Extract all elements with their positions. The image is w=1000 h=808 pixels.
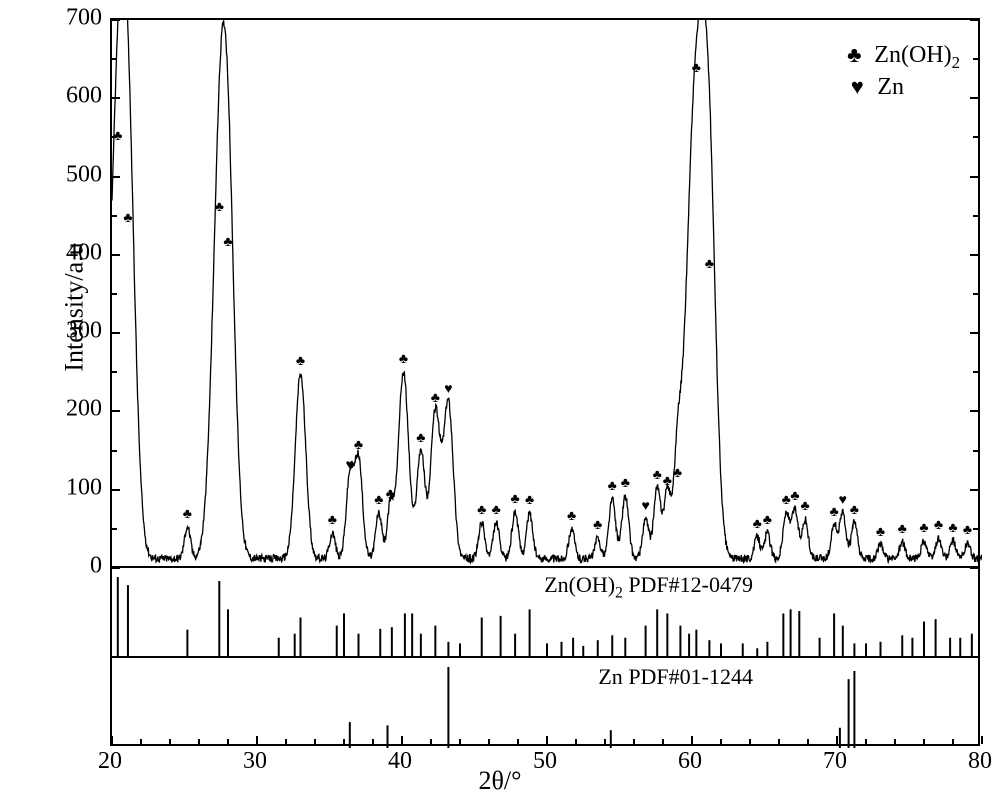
- legend-entry-zn: ♥ Zn: [843, 74, 904, 101]
- club-icon: ♣: [183, 507, 192, 523]
- club-icon: ♣: [123, 211, 132, 227]
- y-tick-label: 100: [66, 474, 102, 501]
- club-icon: ♣: [850, 503, 859, 519]
- club-icon: ♣: [223, 235, 232, 251]
- club-icon: ♣: [801, 499, 810, 515]
- club-icon: ♣: [673, 466, 682, 482]
- club-icon: ♣: [919, 521, 928, 537]
- club-icon: ♣: [663, 474, 672, 490]
- ref-label-zn: Zn PDF#01-1244: [598, 664, 753, 690]
- club-icon: ♣: [840, 42, 868, 68]
- club-icon: ♣: [374, 493, 383, 509]
- club-icon: ♣: [431, 391, 440, 407]
- y-tick-label: 0: [90, 553, 102, 580]
- club-icon: ♣: [354, 438, 363, 454]
- y-tick-label: 600: [66, 83, 102, 110]
- club-icon: ♣: [705, 257, 714, 273]
- heart-icon: ♥: [346, 458, 354, 474]
- club-icon: ♣: [593, 518, 602, 534]
- ref-label-znoh2: Zn(OH)2 PDF#12-0479: [544, 572, 753, 602]
- club-icon: ♣: [830, 505, 839, 521]
- club-icon: ♣: [215, 200, 224, 216]
- club-icon: ♣: [608, 479, 617, 495]
- club-icon: ♣: [763, 513, 772, 529]
- heart-icon: ♥: [641, 499, 649, 515]
- ref-panel-zn: Zn PDF#01-1244: [110, 656, 980, 746]
- y-tick-label: 300: [66, 318, 102, 345]
- main-plot: ♣♣♣♣♣♣♣♥♣♣♣♣♣♣♥♣♣♣♣♣♣♣♣♥♣♣♣♣♣♣♣♣♣♣♣♥♣♣♣♣…: [110, 18, 980, 566]
- heart-icon: ♥: [843, 74, 871, 100]
- club-icon: ♣: [790, 489, 799, 505]
- y-tick-label: 400: [66, 239, 102, 266]
- club-icon: ♣: [416, 431, 425, 447]
- spectrum-svg: [112, 20, 982, 568]
- club-icon: ♣: [567, 509, 576, 525]
- y-tick-label: 200: [66, 396, 102, 423]
- club-icon: ♣: [898, 522, 907, 538]
- heart-icon: ♥: [444, 382, 452, 398]
- club-icon: ♣: [328, 513, 337, 529]
- club-icon: ♣: [525, 493, 534, 509]
- heart-icon: ♥: [839, 493, 847, 509]
- x-axis-label: 2θ/°: [0, 766, 1000, 796]
- legend-label-1: Zn: [877, 74, 904, 100]
- xrd-figure: Intensity/a.u ♣♣♣♣♣♣♣♥♣♣♣♣♣♣♥♣♣♣♣♣♣♣♣♥♣♣…: [0, 0, 1000, 808]
- y-tick-label: 700: [66, 5, 102, 32]
- club-icon: ♣: [753, 517, 762, 533]
- club-icon: ♣: [477, 503, 486, 519]
- club-icon: ♣: [386, 487, 395, 503]
- club-icon: ♣: [948, 521, 957, 537]
- club-icon: ♣: [963, 523, 972, 539]
- ref-panel-znoh2: Zn(OH)2 PDF#12-0479: [110, 566, 980, 656]
- legend-label-0: Zn(OH)2: [874, 42, 960, 68]
- legend-entry-znoh2: ♣ Zn(OH)2: [840, 42, 960, 73]
- club-icon: ♣: [492, 503, 501, 519]
- club-icon: ♣: [692, 61, 701, 77]
- club-icon: ♣: [511, 492, 520, 508]
- y-tick-label: 500: [66, 161, 102, 188]
- club-icon: ♣: [399, 352, 408, 368]
- club-icon: ♣: [653, 468, 662, 484]
- club-icon: ♣: [934, 518, 943, 534]
- club-icon: ♣: [296, 354, 305, 370]
- club-icon: ♣: [876, 525, 885, 541]
- club-icon: ♣: [621, 476, 630, 492]
